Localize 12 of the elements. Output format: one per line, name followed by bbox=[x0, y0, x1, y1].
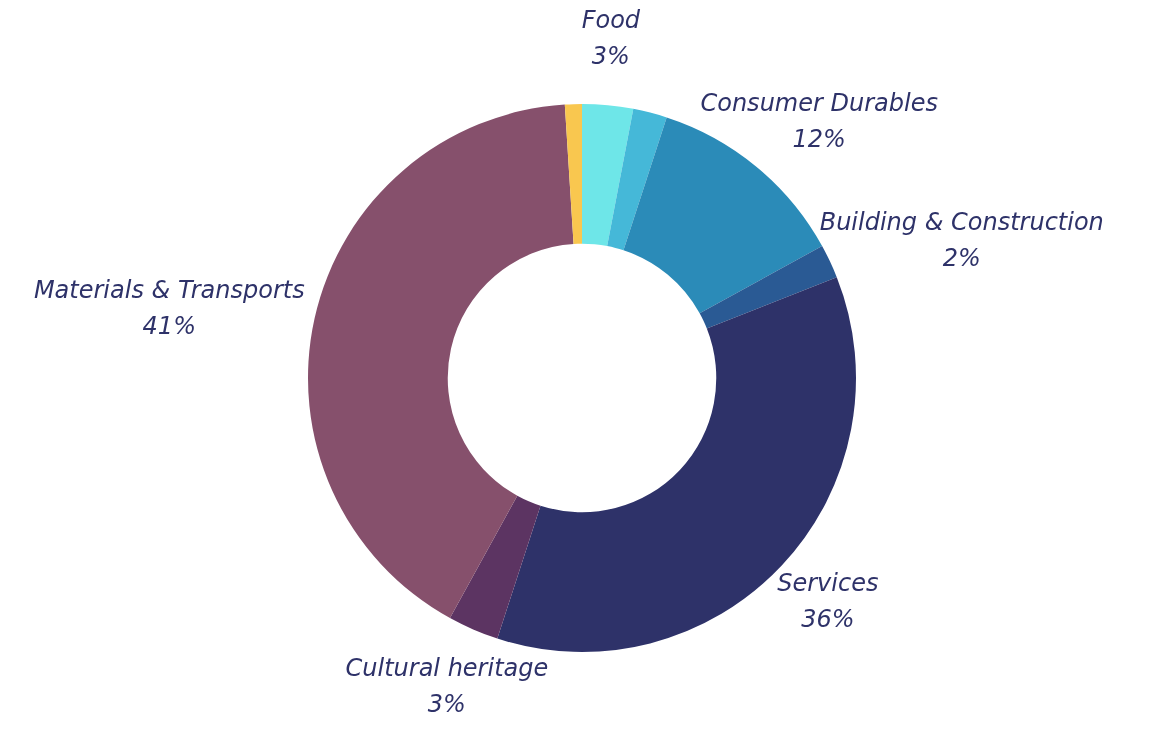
data-label: 12% bbox=[792, 124, 846, 153]
slice-label: Materials & Transports bbox=[33, 276, 305, 305]
data-label: 41% bbox=[142, 312, 196, 341]
data-label: 3% bbox=[591, 41, 630, 70]
data-label: 2% bbox=[942, 244, 981, 273]
slice-label: Cultural heritage bbox=[345, 653, 549, 682]
data-label: 3% bbox=[427, 689, 466, 718]
slice-label: Consumer Durables bbox=[700, 88, 938, 117]
slice-label: Building & Construction bbox=[819, 208, 1104, 237]
data-label: 36% bbox=[801, 605, 855, 634]
slice-label: Services bbox=[777, 569, 879, 598]
slice-label: Food bbox=[581, 5, 641, 34]
